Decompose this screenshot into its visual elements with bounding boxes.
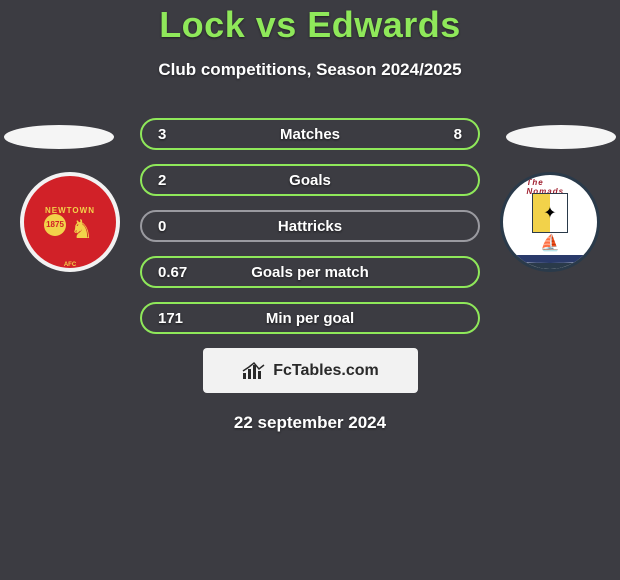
bar-chart-icon (241, 361, 267, 381)
wave-icon (503, 263, 597, 269)
ship-icon: ⛵ (540, 233, 560, 253)
brand-logo: FcTables.com (203, 348, 418, 393)
stat-left-value: 2 (158, 172, 198, 189)
club-crest-right: The Nomads ✦ ⛵ (500, 172, 600, 272)
griffin-icon: ♞ (70, 214, 93, 245)
date-label: 22 september 2024 (0, 413, 620, 433)
stat-row-hattricks: 0 Hattricks (140, 210, 480, 242)
stats-table: 3 Matches 8 2 Goals 0 Hattricks 0.67 Goa… (140, 118, 480, 334)
stat-row-min-per-goal: 171 Min per goal (140, 302, 480, 334)
shield-icon: ✦ (532, 193, 568, 233)
wave-icon (503, 255, 597, 263)
brand-name: FcTables.com (273, 362, 379, 380)
player-photo-right (506, 125, 616, 149)
stat-left-value: 0.67 (158, 264, 198, 281)
stat-label: Goals (289, 172, 331, 189)
stat-right-value: 8 (422, 126, 462, 143)
crest-left-ribbon: AFC (64, 262, 76, 268)
subtitle: Club competitions, Season 2024/2025 (0, 60, 620, 80)
stat-label: Hattricks (278, 218, 342, 235)
stat-row-goals: 2 Goals (140, 164, 480, 196)
stat-left-value: 3 (158, 126, 198, 143)
player-photo-left (4, 125, 114, 149)
crest-left-year: 1875 (44, 214, 66, 236)
stat-left-value: 171 (158, 310, 198, 327)
stat-label: Goals per match (251, 264, 369, 281)
club-crest-left: NEWTOWN 1875 ♞ AFC (20, 172, 120, 272)
page-title: Lock vs Edwards (0, 4, 620, 46)
stat-label: Min per goal (266, 310, 354, 327)
comparison-card: Lock vs Edwards Club competitions, Seaso… (0, 0, 620, 433)
stat-left-value: 0 (158, 218, 198, 235)
stat-row-matches: 3 Matches 8 (140, 118, 480, 150)
stat-label: Matches (280, 126, 340, 143)
stat-row-goals-per-match: 0.67 Goals per match (140, 256, 480, 288)
